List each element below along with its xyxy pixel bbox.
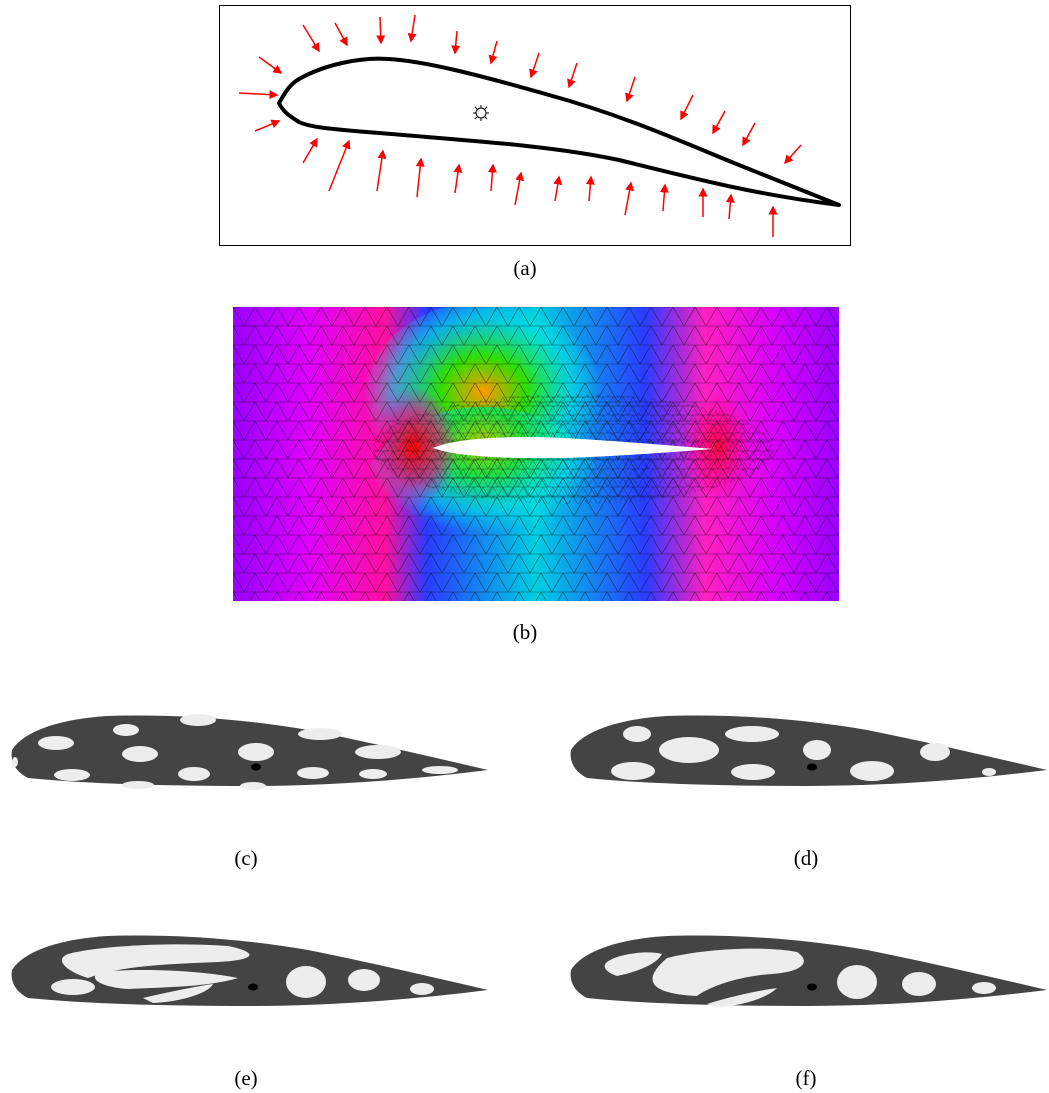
pressure-arrow	[407, 14, 417, 43]
airfoil-outline	[277, 56, 841, 207]
pressure-arrow	[529, 52, 540, 79]
pressure-arrow	[659, 183, 669, 212]
caption-d: (d)	[793, 846, 819, 870]
pressure-arrow	[376, 149, 387, 192]
pressure-arrow	[567, 62, 578, 89]
pressure-arrow	[725, 193, 735, 220]
pressure-arrow	[553, 175, 563, 202]
pressure-arrow	[376, 16, 386, 45]
pressure-arrow	[258, 56, 283, 74]
pressure-arrow	[302, 24, 320, 53]
airfoil-load-diagram	[219, 5, 851, 246]
pressure-arrow	[585, 175, 595, 202]
topology-result-c	[11, 714, 488, 790]
airfoil-cutout	[433, 437, 713, 459]
pressure-arrow	[334, 22, 348, 47]
pressure-arrow	[254, 119, 281, 132]
topology-result-d	[570, 715, 1047, 786]
pressure-arrow	[680, 94, 694, 121]
pressure-arrow	[488, 40, 498, 65]
pressure-arrow	[712, 110, 726, 135]
caption-f: (f)	[795, 1066, 817, 1090]
pressure-arrow	[328, 139, 351, 192]
pressure-arrow	[514, 171, 525, 206]
pressure-arrow	[238, 90, 279, 100]
caption-c: (c)	[234, 846, 258, 870]
topology-result-e	[11, 935, 488, 1006]
pressure-arrow	[415, 157, 425, 198]
panel-a	[219, 5, 851, 247]
pressure-arrow	[487, 163, 497, 192]
pressure-arrow	[302, 137, 318, 164]
pressure-arrow	[451, 30, 461, 55]
pressure-arrow	[784, 144, 802, 165]
caption-e: (e)	[234, 1066, 258, 1090]
pressure-arrow	[625, 76, 636, 103]
panel-b	[233, 307, 839, 601]
caption-a: (a)	[513, 256, 537, 280]
pressure-arrow	[453, 163, 463, 194]
pressure-arrows	[238, 14, 802, 237]
center-marker	[473, 105, 489, 121]
topology-result-f	[570, 935, 1047, 1007]
mesh-field-plot	[233, 307, 839, 601]
caption-b: (b)	[512, 620, 538, 644]
pressure-arrow	[624, 181, 635, 216]
pressure-arrow	[742, 122, 756, 147]
